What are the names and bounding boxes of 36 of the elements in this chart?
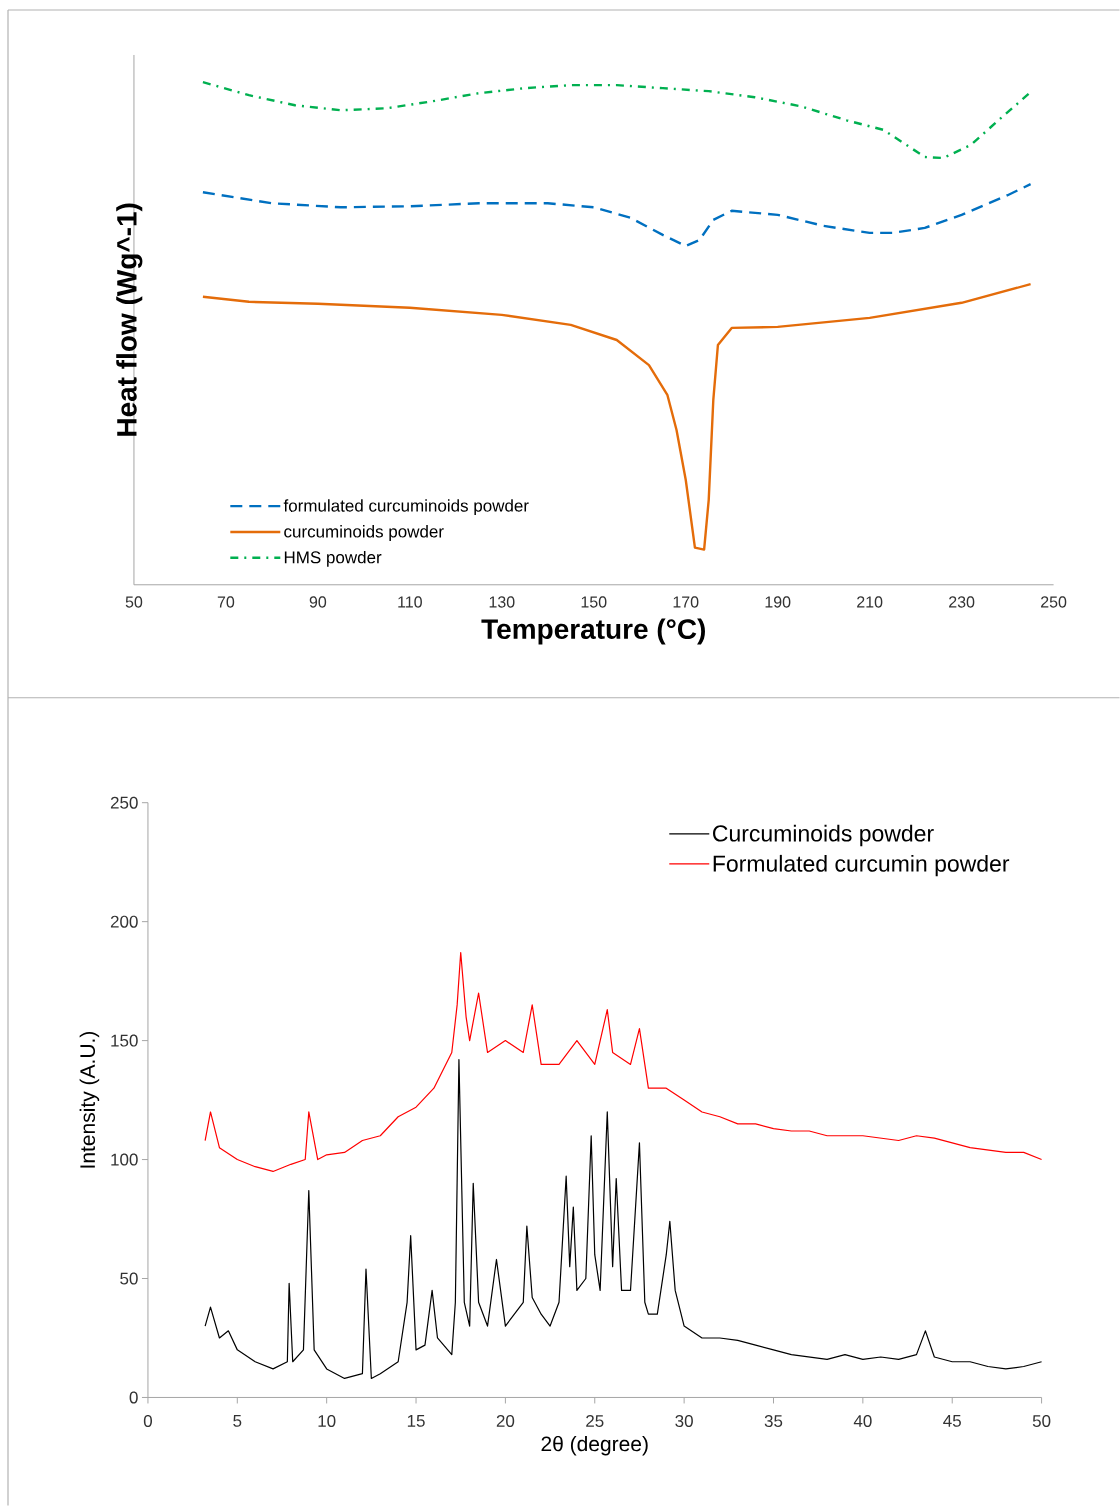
legend-label: HMS powder [284,550,382,567]
y-tick-label: 50 [120,1272,138,1285]
x-axis-title: 2θ (degree) [541,1435,648,1456]
x-tick-label: 130 [489,596,515,608]
x-tick-label: 110 [398,596,422,608]
y-tick-label: 0 [129,1391,138,1404]
x-tick-label: 20 [496,1414,515,1428]
y-tick-label: 250 [110,796,138,809]
x-tick-label: 45 [943,1414,961,1427]
y-tick-label: 150 [111,1034,138,1047]
x-tick-label: 40 [853,1414,872,1428]
x-tick-label: 70 [217,596,235,608]
legend-label: Formulated curcumin powder [713,854,1010,877]
legend-label: curcuminoids powder [284,525,444,541]
x-tick-label: 190 [765,596,791,608]
x-tick-label: 210 [857,596,883,608]
x-tick-label: 25 [586,1414,604,1428]
x-tick-label: 170 [673,596,699,608]
x-tick-label: 230 [949,596,975,608]
y-tick-label: 100 [111,1153,138,1166]
x-tick-label: 15 [407,1414,425,1427]
legend-label: Curcuminoids powder [712,824,934,847]
y-axis-title: Intensity (A.U.) [79,1031,100,1168]
x-tick-label: 150 [581,596,607,608]
x-tick-label: 30 [675,1414,693,1428]
y-axis-title: Heat flow (Wg^-1) [116,203,143,436]
x-tick-label: 5 [233,1414,242,1427]
x-tick-label: 0 [143,1414,152,1428]
x-tick-label: 10 [318,1414,336,1428]
x-tick-label: 50 [1032,1414,1051,1428]
legend-label: formulated curcuminoids powder [283,499,529,516]
x-tick-label: 250 [1040,596,1067,608]
x-axis-title: Temperature (°C) [481,618,705,645]
x-tick-label: 35 [764,1414,783,1428]
x-tick-label: 90 [309,596,327,608]
y-tick-label: 200 [110,915,138,928]
